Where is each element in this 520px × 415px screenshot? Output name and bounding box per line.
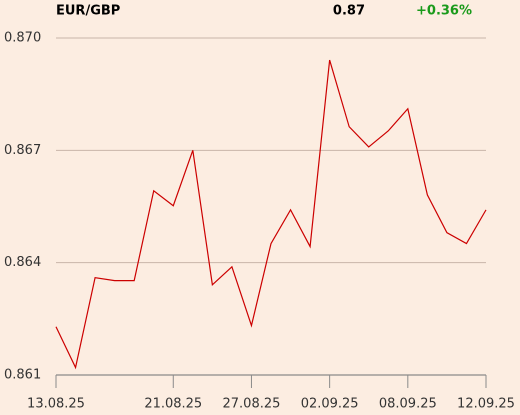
x-tick-label: 08.09.25 — [379, 397, 437, 412]
x-tick-label: 21.08.25 — [144, 397, 202, 412]
change: +0.36% — [416, 4, 472, 19]
y-tick-label: 0.870 — [4, 31, 41, 46]
x-tick-label: 02.09.25 — [301, 397, 359, 412]
y-tick-label: 0.867 — [4, 143, 41, 158]
chart-title: EUR/GBP — [56, 4, 120, 19]
x-tick-label: 13.08.25 — [27, 397, 85, 412]
y-tick-label: 0.861 — [4, 368, 41, 383]
x-tick-label: 12.09.25 — [457, 397, 515, 412]
last-price: 0.87 — [333, 4, 365, 19]
price-line — [55, 59, 487, 370]
y-tick-label: 0.864 — [4, 255, 41, 270]
x-tick-label: 27.08.25 — [223, 397, 281, 412]
